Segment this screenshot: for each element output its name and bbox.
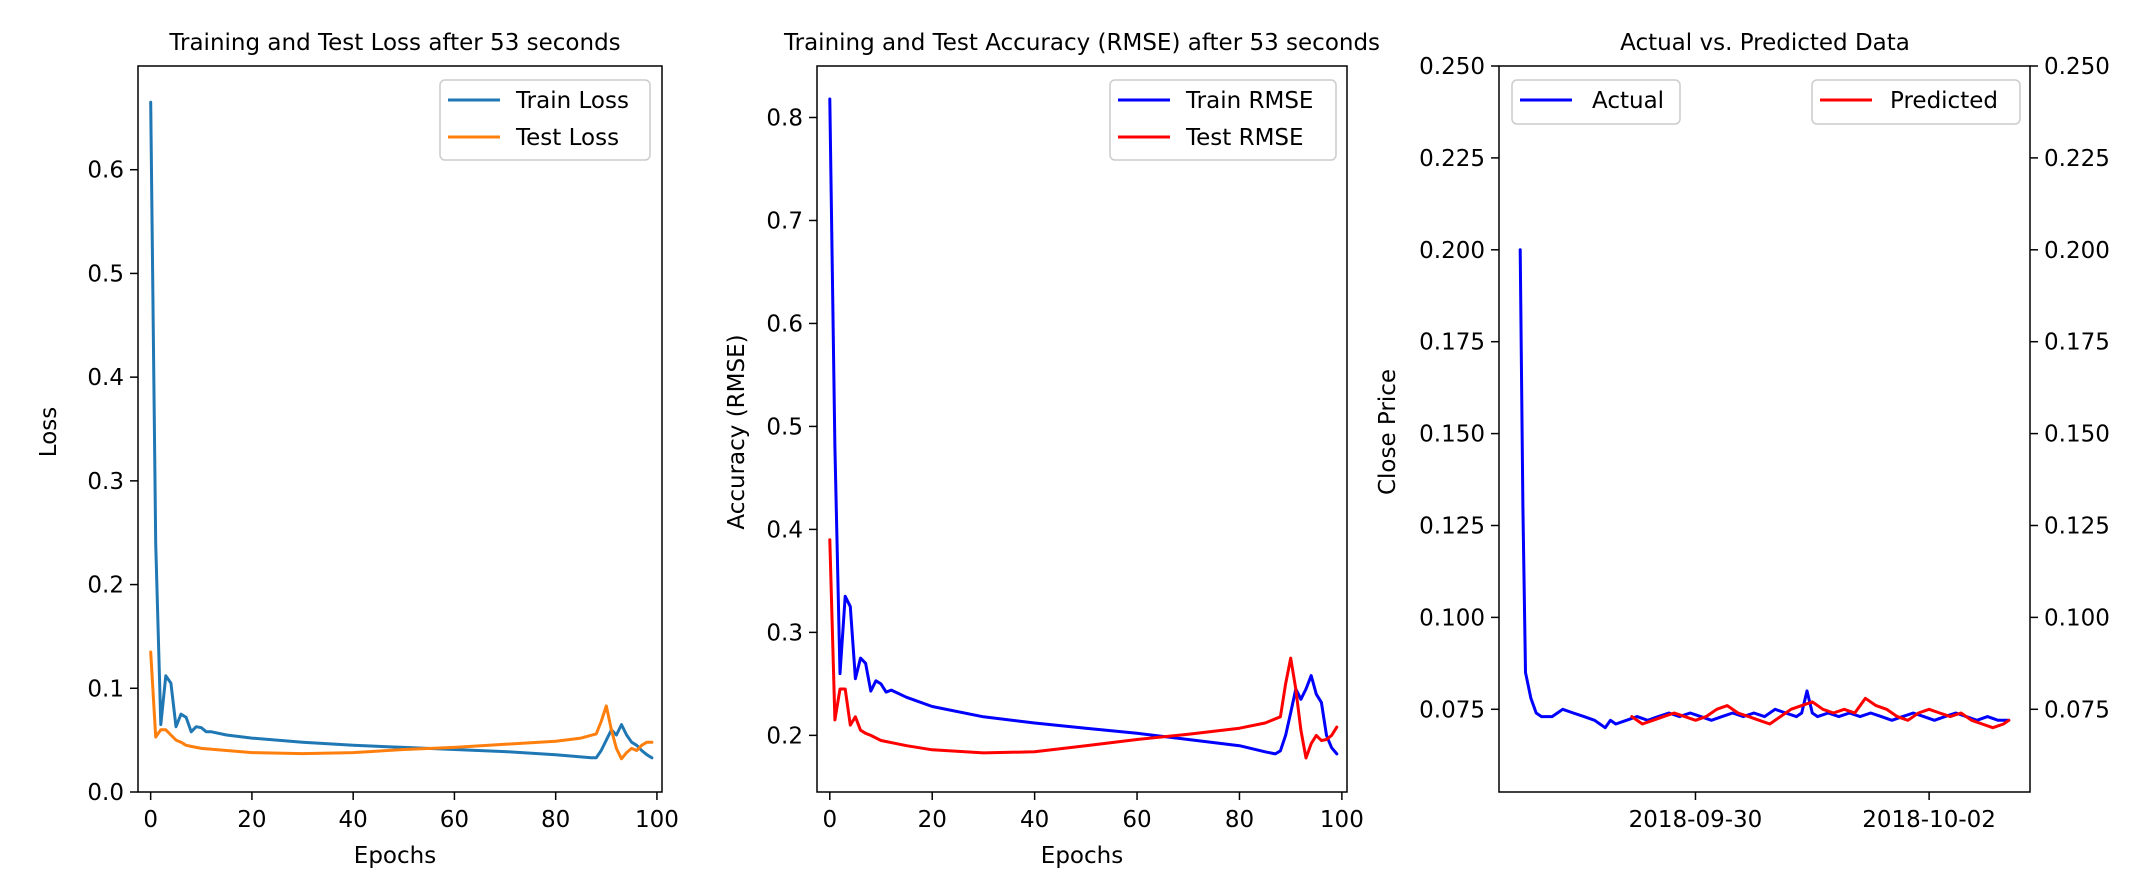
rmse-chart-y-tick-label: 0.5: [766, 414, 803, 440]
rmse-chart-y-tick-label: 0.2: [766, 723, 803, 749]
price-chart-legend-actual: Actual: [1511, 79, 1681, 125]
price-chart-legend-label-predicted: Predicted: [1890, 88, 1998, 114]
price-chart-title: Actual vs. Predicted Data: [1620, 30, 1910, 56]
rmse-chart-x-tick-label: 100: [1320, 807, 1364, 833]
loss-chart-x-tick-label: 60: [440, 807, 469, 833]
rmse-chart-y-tick-label: 0.4: [766, 517, 803, 543]
price-chart-series-predicted: [1630, 696, 2011, 730]
rmse-chart-x-label: Epochs: [1041, 843, 1123, 869]
rmse-chart-x-tick-label: 40: [1020, 807, 1049, 833]
price-chart-series: [1518, 248, 2011, 730]
price-chart-legend-label-actual: Actual: [1592, 88, 1664, 114]
loss-chart-y-tick-label: 0.6: [87, 158, 124, 184]
price-chart-right-y-tick-label: 0.250: [2044, 54, 2110, 80]
price-chart-series-actual: [1518, 248, 2011, 730]
price-chart-right-y-tick-label: 0.225: [2044, 146, 2110, 172]
loss-chart-x-tick-label: 40: [339, 807, 368, 833]
loss-chart-x-tick-label: 80: [541, 807, 570, 833]
rmse-chart-y-tick-label: 0.3: [766, 620, 803, 646]
rmse-chart-y-tick-label: 0.7: [766, 208, 803, 234]
loss-chart-series: [149, 100, 654, 761]
loss-chart-y-tick-label: 0.3: [87, 469, 124, 495]
loss-chart-y-tick-label: 0.0: [87, 780, 124, 806]
loss-chart-x-label: Epochs: [354, 843, 436, 869]
rmse-chart: Training and Test Accuracy (RMSE) after …: [724, 30, 1380, 869]
rmse-chart-y-tick-label: 0.6: [766, 311, 803, 337]
rmse-chart-series: [828, 97, 1339, 760]
rmse-chart-x-tick-label: 60: [1122, 807, 1151, 833]
price-chart-y-tick-label: 0.175: [1419, 330, 1485, 356]
loss-chart-y-tick-label: 0.1: [87, 676, 124, 702]
loss-chart-x-tick-label: 0: [143, 807, 158, 833]
loss-chart-y-tick-label: 0.2: [87, 573, 124, 599]
price-chart-frame: [1498, 65, 2031, 793]
rmse-chart-y-ticks: 0.2 0.3 0.4 0.5 0.6 0.7 0.8: [766, 105, 817, 749]
price-chart-legend-predicted-box: [1811, 79, 2021, 125]
price-chart-x-tick-label: 2018-09-30: [1629, 807, 1763, 833]
loss-chart: Training and Test Loss after 53 seconds …: [36, 30, 679, 869]
price-chart-y-tick-label: 0.075: [1419, 697, 1485, 723]
price-chart-y-tick-label: 0.125: [1419, 513, 1485, 539]
loss-chart-series-train-loss: [149, 100, 654, 760]
rmse-chart-y-label: Accuracy (RMSE): [724, 334, 750, 529]
price-chart-right-y-ticks: 0.075 0.100 0.125 0.150 0.175 0.200 0.225 0.250: [2030, 54, 2110, 723]
loss-chart-x-tick-label: 20: [237, 807, 266, 833]
loss-chart-y-tick-label: 0.5: [87, 261, 124, 287]
price-chart-y-label: Close Price: [1375, 369, 1401, 495]
rmse-chart-legend-label-test: Test RMSE: [1185, 125, 1304, 151]
loss-chart-x-tick-label: 100: [635, 807, 679, 833]
rmse-chart-x-tick-label: 20: [918, 807, 947, 833]
loss-chart-y-label: Loss: [36, 407, 62, 457]
loss-chart-series-test-loss: [149, 650, 654, 761]
rmse-chart-title: Training and Test Accuracy (RMSE) after …: [783, 30, 1380, 56]
loss-chart-y-ticks: 0.0 0.1 0.2 0.3 0.4 0.5 0.6: [87, 158, 138, 806]
price-chart-y-tick-label: 0.100: [1419, 605, 1485, 631]
price-chart-legend-predicted: Predicted: [1811, 79, 2021, 125]
price-chart-x-tick-label: 2018-10-02: [1862, 807, 1996, 833]
loss-chart-legend: Train Loss Test Loss: [439, 79, 651, 161]
price-chart-right-y-tick-label: 0.125: [2044, 513, 2110, 539]
rmse-chart-legend-label-train: Train RMSE: [1185, 88, 1313, 114]
rmse-chart-series-train-rmse: [828, 97, 1339, 756]
rmse-chart-x-ticks: 0 20 40 60 80 100: [822, 792, 1364, 833]
loss-chart-title: Training and Test Loss after 53 seconds: [168, 30, 620, 56]
price-chart-y-tick-label: 0.250: [1419, 54, 1485, 80]
rmse-chart-frame: [816, 65, 1348, 793]
price-chart-y-tick-label: 0.225: [1419, 146, 1485, 172]
price-chart-y-ticks: 0.075 0.100 0.125 0.150 0.175 0.200 0.225 0.250: [1419, 54, 1499, 723]
price-chart-legend-actual-box: [1511, 79, 1681, 125]
rmse-chart-x-tick-label: 0: [822, 807, 837, 833]
price-chart-y-tick-label: 0.150: [1419, 422, 1485, 448]
rmse-chart-series-test-rmse: [828, 538, 1339, 760]
loss-chart-frame: [137, 65, 663, 793]
loss-chart-y-tick-label: 0.4: [87, 365, 124, 391]
rmse-chart-x-tick-label: 80: [1225, 807, 1254, 833]
price-chart: Actual vs. Predicted Data 2018-09-30 2018…: [1375, 30, 2110, 833]
price-chart-right-y-tick-label: 0.100: [2044, 605, 2110, 631]
loss-chart-x-ticks: 0 20 40 60 80 100: [143, 792, 679, 833]
price-chart-right-y-tick-label: 0.150: [2044, 422, 2110, 448]
price-chart-right-y-tick-label: 0.075: [2044, 697, 2110, 723]
loss-chart-legend-label-train: Train Loss: [515, 88, 629, 114]
loss-chart-legend-label-test: Test Loss: [515, 125, 619, 151]
price-chart-right-y-tick-label: 0.175: [2044, 330, 2110, 356]
price-chart-x-ticks: 2018-09-30 2018-10-02: [1629, 792, 1996, 833]
price-chart-right-y-tick-label: 0.200: [2044, 238, 2110, 264]
rmse-chart-legend: Train RMSE Test RMSE: [1109, 79, 1337, 161]
rmse-chart-y-tick-label: 0.8: [766, 105, 803, 131]
price-chart-y-tick-label: 0.200: [1419, 238, 1485, 264]
